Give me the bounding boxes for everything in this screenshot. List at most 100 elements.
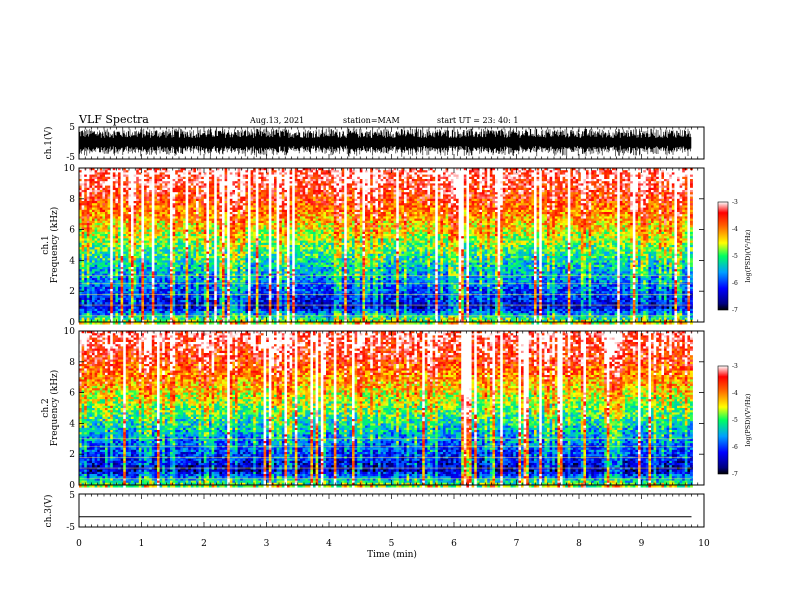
spectrogram-cell	[443, 209, 446, 213]
spectrogram-cell	[175, 192, 179, 195]
spectrogram-cell	[510, 192, 514, 195]
spectrogram-cell	[185, 187, 189, 191]
spectrogram-cell	[690, 198, 693, 202]
spectrogram-cell	[201, 196, 205, 200]
spectrogram-cell	[565, 170, 569, 173]
spectrogram-cell	[500, 196, 504, 200]
spectrogram-cell	[146, 194, 150, 197]
spectrogram-cell	[154, 181, 158, 184]
spectrogram-cell	[159, 203, 163, 206]
spectrogram-cell	[453, 174, 457, 178]
spectrogram-cell	[128, 174, 132, 178]
spectrogram-cell	[609, 183, 613, 186]
spectrogram-cell	[279, 203, 283, 206]
spectrogram-cell	[118, 209, 121, 213]
spectrogram-cell	[417, 190, 420, 193]
spectrogram-cell	[495, 181, 498, 184]
spectrogram-cell	[521, 172, 524, 175]
spectrogram-cell	[175, 207, 179, 211]
spectrogram-cell	[313, 207, 316, 211]
spectrogram-cell	[383, 176, 387, 180]
spectrogram-cell	[580, 174, 584, 178]
spectrogram-cell	[406, 187, 410, 191]
spectrogram-cell	[466, 201, 470, 204]
spectrogram-cell	[380, 174, 384, 178]
spectrogram-cell	[266, 168, 270, 171]
spectrogram-cell	[510, 170, 514, 173]
spectrogram-cell	[375, 194, 379, 197]
spectrogram-cell	[79, 214, 82, 217]
spectrogram-cell	[583, 212, 587, 215]
spectrogram-cell	[253, 187, 257, 191]
spectrogram-cell	[638, 181, 641, 184]
spectrogram-cell	[242, 203, 246, 206]
spectrogram-cell	[690, 176, 693, 180]
spectrogram-cell	[419, 194, 423, 197]
spectrogram-cell	[664, 179, 667, 182]
spectrogram-cell	[669, 190, 673, 193]
spectrogram-cell	[573, 194, 576, 197]
spectrogram-cell	[193, 170, 197, 173]
spectrogram-cell	[565, 183, 569, 186]
spectrogram-cell	[578, 179, 582, 182]
spectrogram-cell	[328, 174, 332, 178]
spectrogram-cell	[422, 172, 426, 175]
spectrogram-cell	[84, 201, 88, 204]
spectrogram-cell	[102, 170, 106, 173]
spectrogram-cell	[359, 190, 363, 193]
spectrogram-cell	[648, 194, 652, 197]
spectrogram-cell	[645, 205, 649, 208]
spectrogram-cell	[510, 185, 514, 189]
spectrogram-cell	[115, 176, 119, 180]
spectrogram-cell	[146, 201, 150, 204]
spectrogram-cell	[593, 170, 597, 173]
spectrogram-cell	[591, 203, 595, 206]
spectrogram-cell	[531, 194, 535, 197]
spectrogram-cell	[461, 209, 465, 213]
spectrogram-cell	[255, 203, 259, 206]
spectrogram-cell	[380, 183, 384, 186]
spectrogram-cell	[440, 205, 444, 208]
spectrogram-cell	[235, 201, 238, 204]
spectrogram-cell	[107, 187, 111, 191]
spectrogram-cell	[157, 198, 160, 202]
spectrogram-cell	[515, 209, 519, 213]
spectrogram-cell	[370, 207, 374, 211]
spectrogram-cell	[404, 209, 407, 213]
spectrogram-cell	[482, 209, 485, 213]
spectrogram-cell	[188, 187, 192, 191]
spectrogram-cell	[427, 209, 431, 213]
spectrogram-cell	[289, 205, 293, 208]
spectrogram-cell	[401, 170, 405, 173]
spectrogram-cell	[463, 172, 467, 175]
spectrogram-cell	[331, 170, 335, 173]
spectrogram-cell	[232, 194, 236, 197]
spectrogram-cell	[133, 181, 137, 184]
spectrogram-cell	[671, 181, 675, 184]
spectrogram-cell	[307, 168, 311, 171]
spectrogram-cell	[79, 183, 82, 186]
spectrogram-cell	[164, 181, 168, 184]
spectrogram-cell	[396, 187, 400, 191]
spectrogram-cell	[99, 181, 103, 184]
spectrogram-cell	[193, 174, 197, 178]
spectrogram-cell	[344, 198, 348, 202]
spectrogram-cell	[261, 181, 264, 184]
spectrogram-cell	[367, 209, 371, 213]
spectrogram-cell	[149, 201, 153, 204]
spectrogram-cell	[565, 196, 569, 200]
spectrogram-cell	[196, 198, 199, 202]
spectrogram-cell	[567, 212, 571, 215]
spectrogram-cell	[224, 190, 228, 193]
spectrogram-cell	[630, 212, 634, 215]
spectrogram-cell	[154, 190, 158, 193]
spectrogram-cell	[170, 179, 173, 182]
spectrogram-cell	[419, 185, 423, 189]
spectrogram-cell	[489, 185, 493, 189]
spectrogram-cell	[687, 192, 691, 195]
spectrogram-cell	[492, 198, 496, 202]
spectrogram-cell	[469, 179, 472, 182]
spectrogram-cell	[354, 190, 358, 193]
spectrogram-cell	[242, 185, 246, 189]
spectrogram-cell	[253, 190, 257, 193]
